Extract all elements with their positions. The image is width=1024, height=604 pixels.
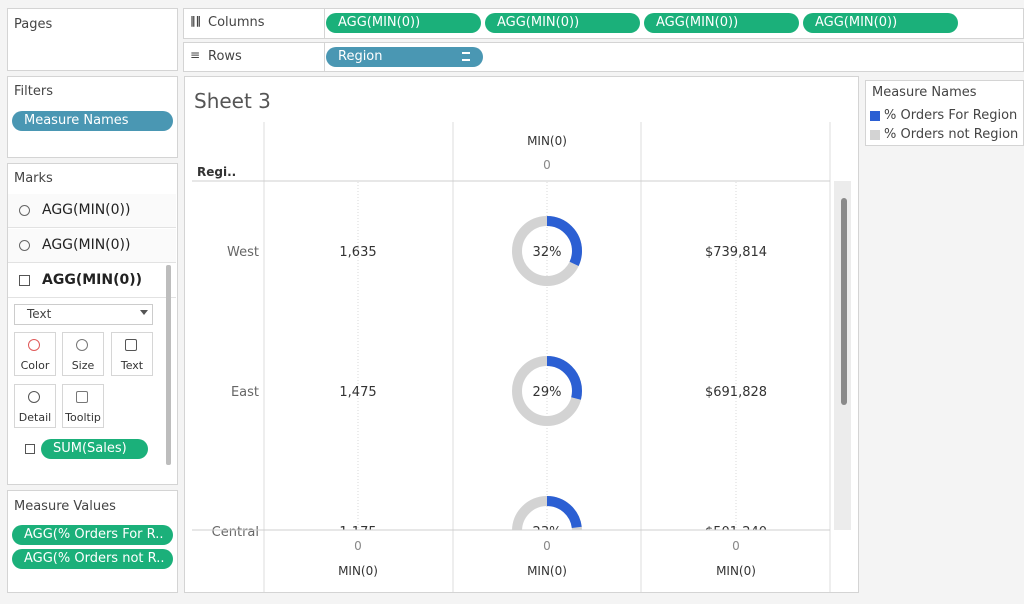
column-pill[interactable]: AGG(MIN(0))	[485, 13, 640, 33]
sales-value: $501,240	[705, 525, 767, 540]
pages-card	[7, 8, 178, 71]
bottom-axis-tick: 0	[732, 539, 740, 553]
bottom-axis-title: MIN(0)	[716, 564, 756, 578]
shelf-divider	[324, 8, 325, 39]
mark-card-label: AGG(MIN(0))	[42, 202, 131, 218]
region-label: West	[227, 245, 259, 260]
donut-label: 29%	[533, 385, 562, 400]
mark-icon	[19, 205, 30, 216]
scroll-thumb	[841, 198, 847, 405]
region-label: Central	[212, 525, 259, 540]
measure-pill[interactable]: AGG(% Orders For R..	[12, 525, 173, 545]
filter-pill[interactable]: Measure Names	[12, 111, 173, 131]
mark-button-label: Detail	[18, 411, 52, 424]
bottom-axis-title: MIN(0)	[527, 564, 567, 578]
filters-title: Filters	[14, 84, 53, 99]
sales-value: $691,828	[705, 385, 767, 400]
pages-title: Pages	[14, 17, 53, 32]
mark-button-icon	[28, 391, 40, 403]
mark-card-tab[interactable]	[8, 229, 176, 263]
donut-label: 32%	[533, 245, 562, 260]
top-axis-title: MIN(0)	[527, 134, 567, 148]
mark-button-label: Tooltip	[65, 411, 101, 424]
mark-card-label: AGG(MIN(0))	[42, 237, 131, 253]
column-pill[interactable]: AGG(MIN(0))	[326, 13, 481, 33]
donut-share	[512, 216, 582, 286]
bottom-axis-tick: 0	[354, 539, 362, 553]
column-pill[interactable]: AGG(MIN(0))	[803, 13, 958, 33]
top-axis-tick: 0	[543, 158, 551, 172]
mark-button-icon	[28, 339, 40, 351]
mark-button-label: Text	[120, 359, 144, 372]
orders-value: 1,475	[339, 385, 376, 400]
legend-swatch	[870, 111, 880, 121]
mark-button[interactable]	[111, 332, 153, 376]
orders-value: 1,175	[339, 525, 376, 540]
bottom-axis-tick: 0	[543, 539, 551, 553]
row-pill[interactable]: Region	[326, 47, 483, 67]
field-pill[interactable]: SUM(Sales)	[41, 439, 148, 459]
sheet-title: Sheet 3	[194, 89, 271, 113]
mark-button-label: Size	[71, 359, 95, 372]
columns-icon: ‖‖	[190, 14, 201, 27]
mark-card-tab[interactable]	[8, 264, 176, 298]
mark-button-label: Color	[20, 359, 50, 372]
field-icon	[25, 444, 35, 454]
region-label: East	[231, 385, 259, 400]
mark-type-dropdown[interactable]	[14, 304, 153, 325]
pane: West 1,635 $739,814 32% East 1,475 $691,828 29%…	[227, 182, 767, 540]
mark-type-label: Text	[27, 307, 52, 321]
legend-label: % Orders not Region	[884, 127, 1019, 142]
shelf-divider	[324, 42, 325, 72]
mark-button-icon	[76, 339, 88, 351]
donut-share	[512, 356, 582, 426]
marks-title: Marks	[14, 171, 53, 186]
mark-card-tab[interactable]	[8, 194, 176, 228]
sort-icon	[462, 52, 470, 61]
donut-label: 23%	[533, 525, 562, 540]
legend-label: % Orders For Region	[884, 108, 1018, 123]
measure-pill[interactable]: AGG(% Orders not R..	[12, 549, 173, 569]
mark-button-icon	[125, 339, 137, 351]
column-pill[interactable]: AGG(MIN(0))	[644, 13, 799, 33]
rows-label: Rows	[208, 49, 242, 64]
legend-swatch	[870, 130, 880, 140]
row-header: Regi..	[197, 165, 236, 179]
mark-icon	[19, 240, 30, 251]
columns-label: Columns	[208, 15, 265, 30]
mark-button-icon	[76, 391, 88, 403]
legend-title: Measure Names	[872, 85, 977, 100]
view-canvas: Regi.. MIN(0) 0 West 1,635 $739,814 32% East 1,4…	[192, 122, 851, 592]
mark-card-label: AGG(MIN(0))	[42, 272, 143, 288]
donut-share	[512, 496, 582, 530]
sales-value: $739,814	[705, 245, 767, 260]
rows-icon: ≡	[190, 48, 201, 62]
rows-shelf	[183, 42, 1024, 72]
legend-card	[865, 80, 1024, 146]
sheet-view	[184, 76, 859, 593]
orders-value: 1,635	[339, 245, 376, 260]
scrollbar	[166, 265, 171, 465]
measure-values-title: Measure Values	[14, 499, 116, 514]
bottom-axis-title: MIN(0)	[338, 564, 378, 578]
mark-icon	[19, 275, 30, 286]
dropdown-arrow	[140, 310, 148, 315]
